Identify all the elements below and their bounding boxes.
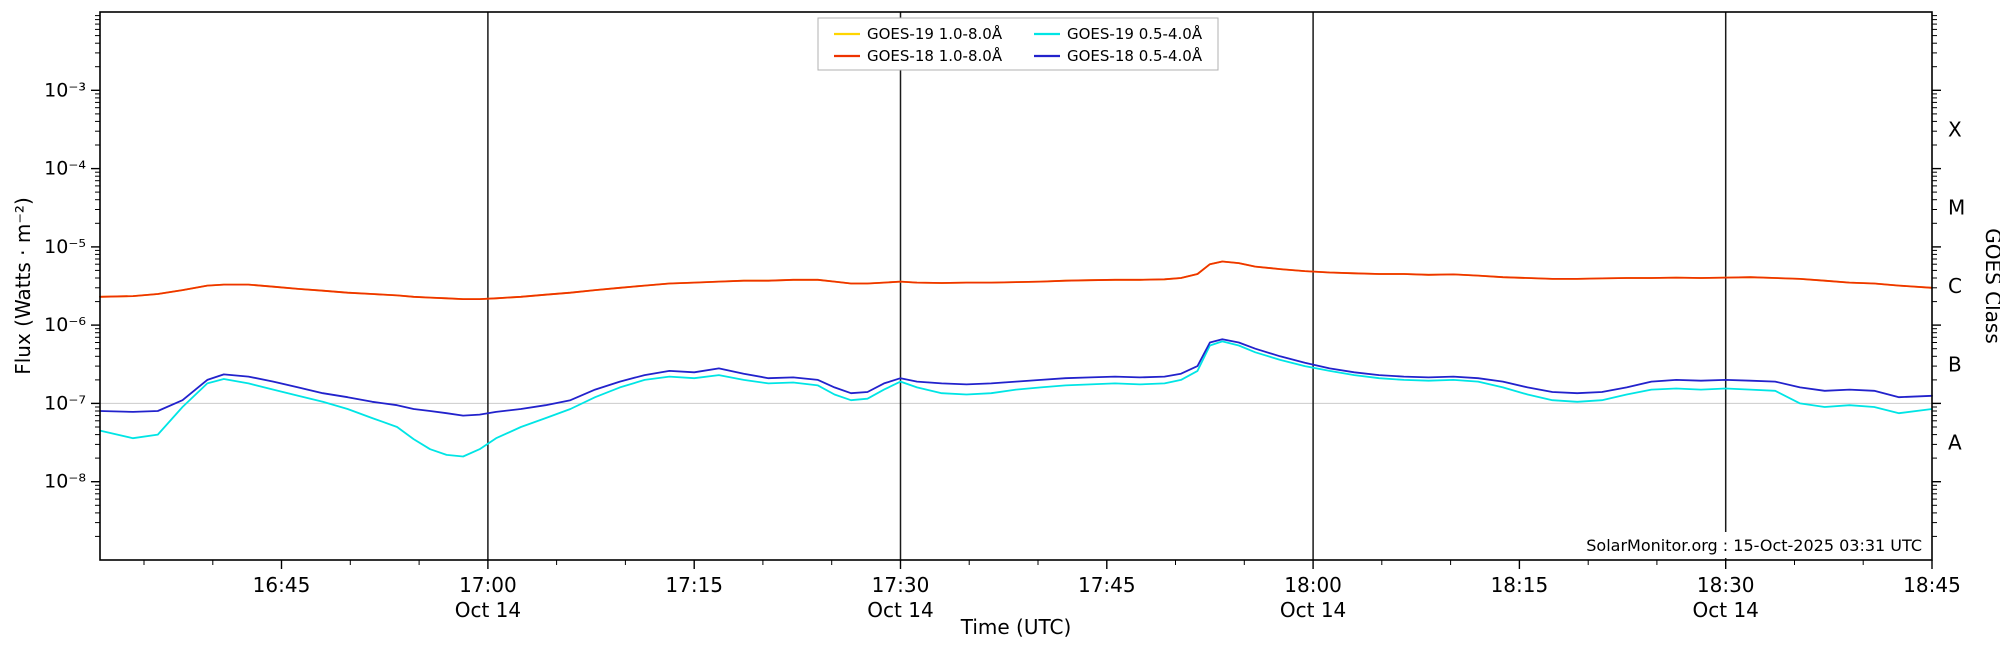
- legend-label-goes19-long: GOES-19 1.0-8.0Å: [867, 24, 1003, 43]
- x-tick-sublabel: Oct 14: [455, 598, 521, 622]
- y-tick-label: 10⁻⁵: [44, 236, 86, 258]
- legend-box: [817, 17, 1219, 71]
- solarmonitor-timestamp: SolarMonitor.org : 15-Oct-2025 03:31 UTC: [1586, 536, 1922, 555]
- y-tick-label: 10⁻⁷: [44, 392, 86, 414]
- x-tick-label: 16:45: [253, 573, 311, 597]
- x-tick-label: 17:30: [872, 573, 930, 597]
- y-tick-label: 10⁻⁴: [44, 158, 86, 180]
- y-tick-label: 10⁻⁸: [44, 471, 86, 493]
- x-tick-sublabel: Oct 14: [867, 598, 933, 622]
- x-axis-title: Time (UTC): [960, 615, 1072, 639]
- legend-label-goes19-short: GOES-19 0.5-4.0Å: [1067, 24, 1203, 43]
- x-tick-label: 17:45: [1078, 573, 1136, 597]
- right-axis-title: GOES Class: [1981, 228, 2000, 344]
- series-line-goes18-long: [99, 260, 1933, 300]
- x-tick-sublabel: Oct 14: [1280, 598, 1346, 622]
- x-tick-label: 17:00: [459, 573, 517, 597]
- series-line-goes18-short: [99, 338, 1933, 417]
- y-axis-title: Flux (Watts · m⁻²): [11, 197, 35, 375]
- y-tick-label: 10⁻³: [44, 79, 86, 101]
- legend-label-goes18-short: GOES-18 0.5-4.0Å: [1067, 46, 1203, 65]
- x-tick-sublabel: Oct 14: [1693, 598, 1759, 622]
- goes-class-label-m: M: [1948, 196, 1965, 220]
- x-tick-label: 17:15: [665, 573, 723, 597]
- goes-class-label-c: C: [1948, 274, 1962, 298]
- y-tick-label: 10⁻⁶: [44, 314, 86, 336]
- x-tick-label: 18:00: [1284, 573, 1342, 597]
- x-tick-label: 18:15: [1491, 573, 1549, 597]
- goes-class-label-a: A: [1948, 431, 1962, 455]
- x-tick-label: 18:30: [1697, 573, 1755, 597]
- x-tick-label: 18:45: [1903, 573, 1961, 597]
- plot-border: [99, 11, 1933, 561]
- goes-class-label-x: X: [1948, 118, 1962, 142]
- series-line-goes19-short: [99, 340, 1933, 458]
- legend-label-goes18-long: GOES-18 1.0-8.0Å: [867, 46, 1003, 65]
- annotation-background: [1584, 532, 1928, 558]
- goes-class-label-b: B: [1948, 352, 1962, 376]
